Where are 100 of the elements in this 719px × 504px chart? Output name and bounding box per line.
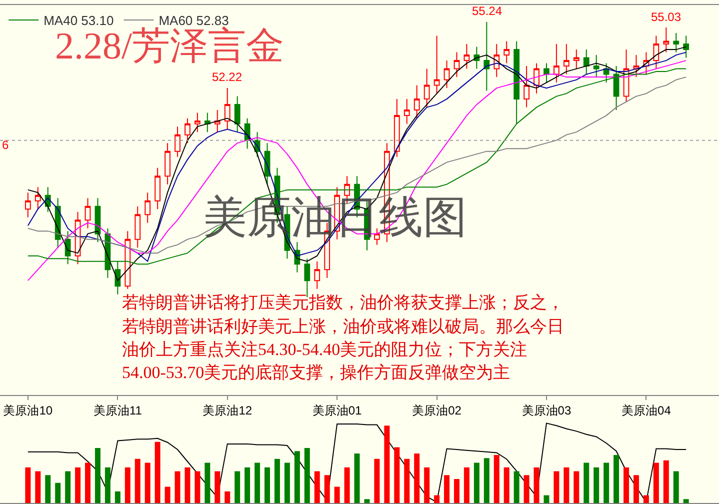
x-tick-label: 美原油02 bbox=[412, 403, 462, 418]
text: 油价上方重点关注54.30-54.40美元的阻力位；下方关注 bbox=[122, 340, 528, 359]
bar bbox=[364, 499, 370, 503]
bar bbox=[85, 462, 90, 503]
candlestick bbox=[154, 167, 160, 210]
bar bbox=[594, 467, 600, 503]
candlestick bbox=[663, 27, 670, 53]
x-tick-label: 美原油01 bbox=[312, 403, 362, 418]
candlestick bbox=[563, 44, 570, 75]
candlestick bbox=[234, 96, 240, 133]
bar bbox=[504, 467, 510, 503]
candlestick bbox=[653, 35, 660, 70]
annotation: 52.22 bbox=[212, 70, 242, 84]
bar bbox=[424, 467, 430, 503]
bar bbox=[114, 491, 120, 503]
bar bbox=[494, 455, 500, 503]
candlestick bbox=[194, 112, 200, 133]
candlestick bbox=[164, 142, 170, 185]
bar bbox=[434, 495, 440, 503]
bar bbox=[344, 467, 350, 503]
bar bbox=[404, 458, 410, 503]
annotation: 55.03 bbox=[651, 10, 682, 24]
x-tick-label: 美原油11 bbox=[93, 403, 142, 418]
bar bbox=[374, 458, 380, 503]
bar bbox=[574, 471, 580, 503]
candlestick bbox=[394, 98, 400, 158]
candlestick bbox=[633, 54, 640, 78]
candlestick bbox=[484, 22, 490, 92]
text: 若特朗普讲话利好美元上涨，油价或将难以破局。那么今日 bbox=[122, 317, 564, 336]
bar bbox=[444, 475, 450, 503]
bar bbox=[55, 482, 61, 503]
x-tick-label: 美原油03 bbox=[522, 403, 572, 418]
candlestick bbox=[404, 98, 410, 124]
x-tick-label: 美原油04 bbox=[622, 403, 672, 418]
candlestick bbox=[524, 66, 530, 108]
bar bbox=[194, 471, 200, 503]
candlestick bbox=[84, 198, 91, 229]
bar bbox=[75, 467, 81, 503]
bar bbox=[164, 486, 170, 503]
bar bbox=[334, 486, 340, 503]
bar bbox=[514, 471, 520, 503]
candlestick bbox=[424, 68, 430, 108]
bar bbox=[534, 467, 540, 503]
bar bbox=[174, 471, 180, 503]
bar bbox=[204, 462, 210, 503]
candlestick bbox=[24, 192, 31, 218]
bar bbox=[464, 467, 470, 503]
bar bbox=[254, 462, 260, 503]
x-tick-label: 美原油12 bbox=[202, 403, 252, 418]
candlestick bbox=[544, 62, 550, 84]
bar bbox=[65, 471, 71, 503]
bar bbox=[184, 467, 190, 503]
bar bbox=[624, 467, 629, 503]
candlestick bbox=[134, 206, 141, 248]
bar bbox=[653, 462, 659, 503]
bar bbox=[294, 451, 300, 503]
bar bbox=[104, 467, 110, 503]
bar bbox=[324, 475, 330, 503]
candlestick bbox=[454, 52, 460, 78]
bar bbox=[25, 467, 31, 503]
candlestick bbox=[444, 60, 450, 89]
candlestick bbox=[34, 186, 41, 210]
bar bbox=[134, 458, 140, 503]
bar bbox=[124, 467, 130, 503]
candlestick bbox=[314, 260, 320, 290]
bar bbox=[234, 471, 240, 503]
bar bbox=[94, 448, 100, 503]
candlestick bbox=[144, 192, 151, 224]
candlestick bbox=[673, 32, 680, 53]
candlestick bbox=[554, 44, 560, 84]
bar bbox=[474, 462, 480, 503]
bar bbox=[224, 491, 230, 503]
candlestick bbox=[184, 118, 190, 144]
bar bbox=[45, 475, 51, 503]
bar bbox=[673, 471, 679, 503]
bar bbox=[614, 455, 620, 503]
bar bbox=[484, 458, 490, 503]
text: 6 bbox=[2, 138, 9, 152]
candlestick bbox=[683, 35, 690, 58]
bar bbox=[304, 448, 310, 503]
candlestick bbox=[573, 49, 580, 70]
candlestick bbox=[434, 35, 440, 94]
bar bbox=[564, 467, 570, 503]
bar bbox=[214, 471, 220, 503]
annotation: 若特朗普讲话将打压美元指数，油价将获支撑上涨；反之， bbox=[122, 293, 564, 312]
bar bbox=[414, 453, 420, 503]
bar bbox=[144, 462, 150, 503]
bar bbox=[35, 471, 41, 503]
candlestick bbox=[583, 49, 590, 75]
candlestick bbox=[534, 62, 540, 94]
candlestick bbox=[593, 54, 600, 78]
bar bbox=[154, 442, 160, 503]
bar bbox=[384, 426, 390, 503]
bar bbox=[544, 495, 550, 503]
text: 54.00-53.70美元的底部支撑，操作方面反弹做空为主 bbox=[122, 363, 510, 382]
bar bbox=[683, 499, 689, 503]
bar bbox=[554, 471, 560, 503]
bar bbox=[394, 447, 400, 503]
bar bbox=[314, 471, 320, 503]
candlestick bbox=[124, 230, 131, 290]
